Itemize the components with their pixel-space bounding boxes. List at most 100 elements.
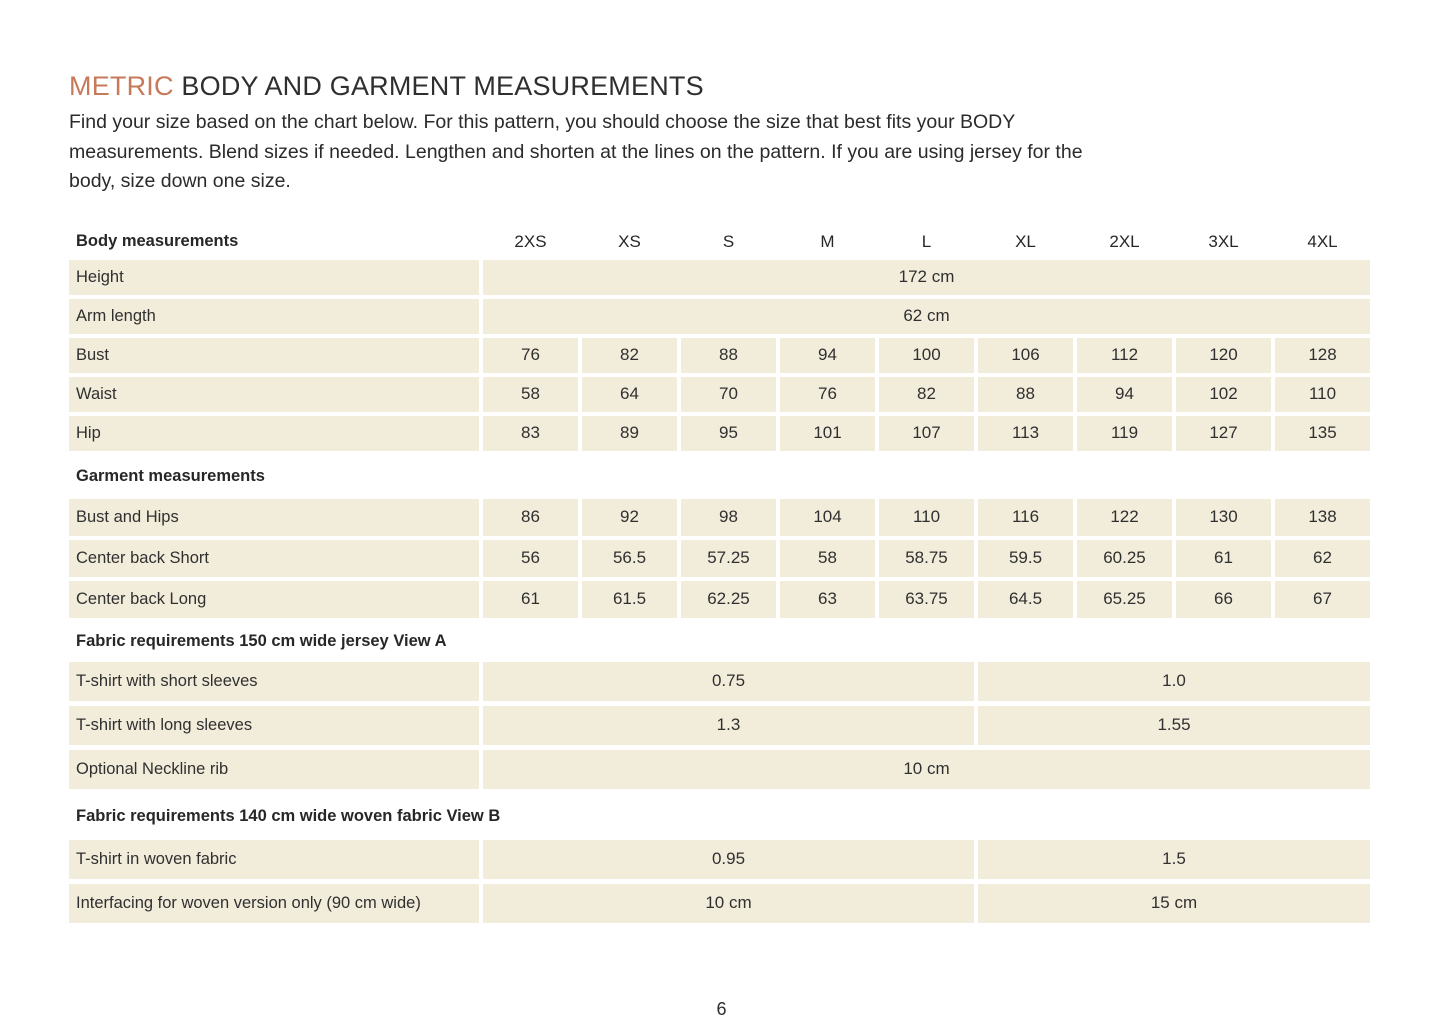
value-cell: 110 [1275,376,1370,412]
table-row: Center back Long 61 61.5 62.25 63 63.75 64.5 65… [69,580,1374,618]
section-heading: Fabric requirements 150 cm wide jersey V… [76,632,447,650]
value-cell: 102 [1176,376,1271,412]
measurements-table: Body measurements 2XS XS S M L XL 2XL 3XL 4XL He… [69,224,1374,923]
span-value-cell: 1.3 [483,705,974,745]
table-row: Hip 83 89 95 101 107 113 119 127 135 [69,415,1374,451]
value-cell: 94 [1077,376,1172,412]
value-cell: 88 [681,337,776,373]
table-section: Fabric requirements 150 cm wide jersey V… [69,622,1374,789]
value-cell: 82 [879,376,974,412]
value-cell: 64 [582,376,677,412]
page-number: 6 [716,998,727,1019]
intro-line: measurements. Blend sizes if needed. Len… [69,140,1083,163]
value-cell: 119 [1077,415,1172,451]
row-label-cell: T-shirt with short sleeves [69,661,479,701]
value-cell: 58.75 [879,539,974,577]
span-value-cell: 1.5 [978,839,1370,879]
row-label-cell: T-shirt with long sleeves [69,705,479,745]
title-rest: BODY AND GARMENT MEASUREMENTS [173,71,704,101]
value-cell: 138 [1275,498,1370,536]
value-cell: 89 [582,415,677,451]
value-cell: 56 [483,539,578,577]
value-cell: 128 [1275,337,1370,373]
value-cell: 58 [780,539,875,577]
value-cell: 130 [1176,498,1271,536]
value-cell: 61.5 [582,580,677,618]
value-cell: 106 [978,337,1073,373]
column-header-body-measurements: Body measurements [76,232,239,250]
row-label-cell: Bust and Hips [69,498,479,536]
intro-line: Find your size based on the chart below.… [69,111,1016,133]
row-label-cell: Height [69,259,479,295]
value-cell: 63.75 [879,580,974,618]
row-label-cell: Hip [69,415,479,451]
table-row: Optional Neckline rib 10 cm [69,749,1374,789]
value-cell: 112 [1077,337,1172,373]
intro-line: body, size down one size. [69,170,291,192]
value-cell: 120 [1176,337,1271,373]
value-cell: 58 [483,376,578,412]
value-cell: 64.5 [978,580,1073,618]
table-section: Height 172 cm Arm length 62 cm Bust 76 82 88 94 1… [69,259,1374,451]
value-cell: 116 [978,498,1073,536]
table-row: T-shirt with long sleeves 1.3 1.55 [69,705,1374,745]
table-sections: Height 172 cm Arm length 62 cm Bust 76 82 88 94 1… [69,259,1374,923]
column-header-size: XS [618,231,641,251]
column-header-size: 4XL [1307,231,1338,251]
value-cell: 59.5 [978,539,1073,577]
value-cell: 82 [582,337,677,373]
value-cell: 95 [681,415,776,451]
column-header-size: S [722,231,735,251]
value-cell: 135 [1275,415,1370,451]
span-value-cell: 0.75 [483,661,974,701]
value-cell: 88 [978,376,1073,412]
value-cell: 110 [879,498,974,536]
table-row: Interfacing for woven version only (90 c… [69,883,1374,923]
value-cell: 63 [780,580,875,618]
table-row: T-shirt in woven fabric 0.95 1.5 [69,839,1374,879]
value-cell: 104 [780,498,875,536]
title-accent: METRIC [69,71,174,101]
table-row: Waist 58 64 70 76 82 88 94 102 110 [69,376,1374,412]
page-content: METRIC BODY AND GARMENT MEASUREMENTS Fin… [69,0,1374,1020]
section-heading: Garment measurements [76,467,265,485]
value-cell: 100 [879,337,974,373]
value-cell: 61 [483,580,578,618]
table-row: Bust and Hips 86 92 98 104 110 116 122 130 138 [69,498,1374,536]
span-value-cell: 15 cm [978,883,1370,923]
section-heading: Fabric requirements 140 cm wide woven fa… [76,807,501,825]
value-cell: 67 [1275,580,1370,618]
row-label-cell: Bust [69,337,479,373]
page-title: METRIC BODY AND GARMENT MEASUREMENTS [69,70,1374,102]
value-cell: 98 [681,498,776,536]
value-cell: 57.25 [681,539,776,577]
row-label-cell: Arm length [69,298,479,334]
column-header-size: M [820,231,835,251]
row-label-cell: T-shirt in woven fabric [69,839,479,879]
span-value-cell: 1.0 [978,661,1370,701]
value-cell: 70 [681,376,776,412]
value-cell: 127 [1176,415,1271,451]
value-cell: 94 [780,337,875,373]
span-value-cell: 172 cm [483,259,1370,295]
value-cell: 83 [483,415,578,451]
value-cell: 56.5 [582,539,677,577]
column-header-size: L [921,231,932,251]
table-row: Center back Short 56 56.5 57.25 58 58.75 59.5 6… [69,539,1374,577]
span-value-cell: 10 cm [483,883,974,923]
value-cell: 76 [780,376,875,412]
value-cell: 62.25 [681,580,776,618]
value-cell: 122 [1077,498,1172,536]
table-row: Arm length 62 cm [69,298,1374,334]
table-header-row: Body measurements 2XS XS S M L XL 2XL 3XL 4XL [69,224,1374,260]
value-cell: 76 [483,337,578,373]
row-label-cell: Interfacing for woven version only (90 c… [69,883,479,923]
table-section: Garment measurements Bust and Hips 86 92 98 1… [69,455,1374,618]
value-cell: 113 [978,415,1073,451]
value-cell: 60.25 [1077,539,1172,577]
row-label-cell: Waist [69,376,479,412]
table-section: Fabric requirements 140 cm wide woven fa… [69,794,1374,923]
value-cell: 66 [1176,580,1271,618]
table-row: Bust 76 82 88 94 100 106 112 120 128 [69,337,1374,373]
row-label-cell: Center back Long [69,580,479,618]
